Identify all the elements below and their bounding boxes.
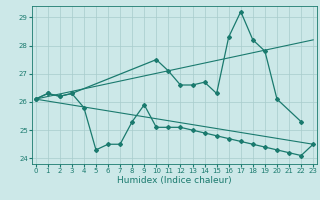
X-axis label: Humidex (Indice chaleur): Humidex (Indice chaleur) [117, 176, 232, 185]
